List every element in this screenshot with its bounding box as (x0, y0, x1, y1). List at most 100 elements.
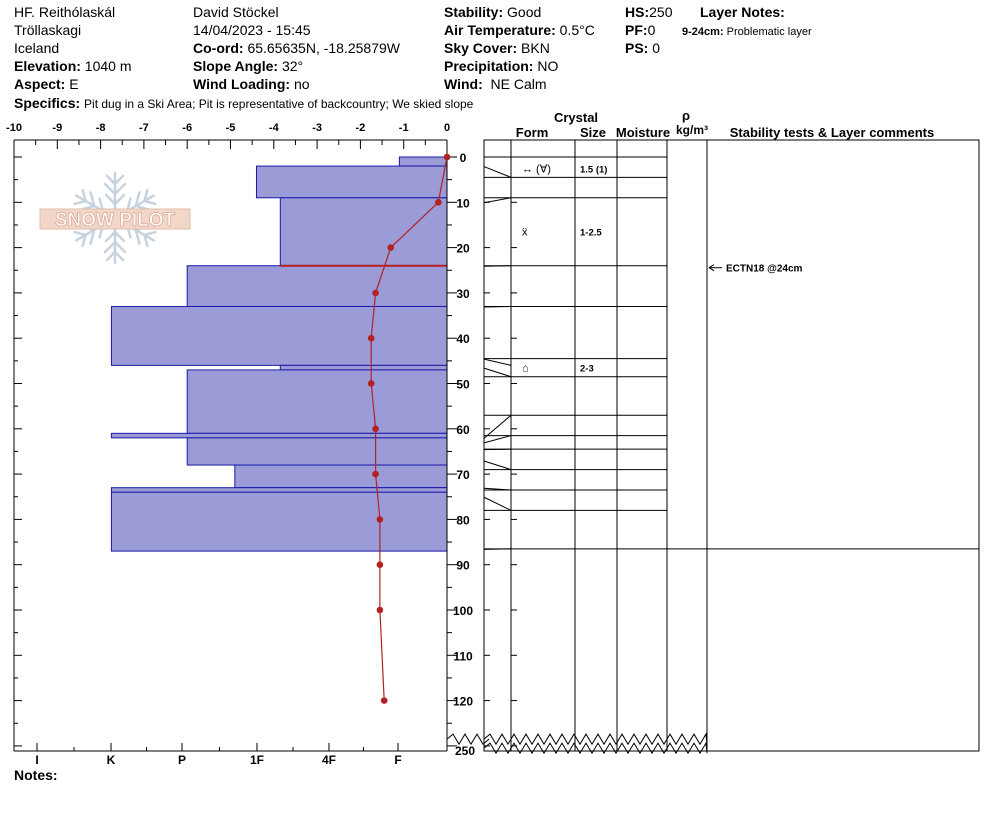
hs-label: HS: (625, 4, 650, 20)
layer-connector-skew (483, 367, 512, 378)
elevation: Elevation: 1040 m (14, 58, 132, 74)
layer-connector-skew (483, 548, 512, 550)
aspect-label: Aspect: (14, 76, 66, 92)
temperature-tick-label: 0 (444, 122, 450, 134)
depth-tick-label: 80 (456, 513, 470, 527)
layer-connector-skew (483, 358, 512, 366)
crystal-size-text: 2-3 (580, 364, 594, 375)
precip-label: Precipitation: (444, 58, 534, 74)
elevation-label: Elevation: (14, 58, 81, 74)
hardness-layer (110, 491, 448, 552)
temperature-point (372, 470, 379, 478)
slope-label: Slope Angle: (193, 58, 279, 74)
depth-tick-label: 70 (456, 468, 470, 482)
layer-notes-title: Layer Notes: (700, 4, 785, 20)
temperature-tick-label: -10 (6, 122, 22, 134)
slope-value: 32° (281, 58, 304, 74)
stability-test-label: ECTN18 @24cm (726, 264, 803, 275)
layer-note: 9-24cm: Problematic layer (682, 24, 812, 40)
layer-connector-skew (483, 166, 512, 178)
temperature-point (435, 199, 442, 206)
wind-value: NE Calm (490, 76, 547, 92)
temperature-point (376, 606, 384, 614)
hardness-layers (110, 156, 448, 552)
precipitation: Precipitation: NO (444, 58, 558, 74)
depth-tick-label: 110 (453, 649, 473, 663)
hardness-layer (398, 156, 448, 167)
hardness-tick-label: K (107, 753, 116, 767)
crystal-size-text: 1-2.5 (580, 228, 602, 239)
size-header: Size (580, 125, 606, 140)
layer-connector-skew (483, 197, 512, 204)
layer-connector-skew (483, 414, 512, 439)
temperature-tick-label: -6 (182, 122, 192, 134)
aspect: Aspect: E (14, 76, 79, 92)
slope-angle: Slope Angle: 32° (193, 58, 303, 74)
depth-tick-label: 60 (456, 423, 470, 437)
observer: David Stöckel (193, 4, 279, 20)
notes: Notes: (14, 767, 58, 783)
temperature-point (367, 380, 375, 387)
air-temperature: Air Temperature: 0.5°C (444, 22, 595, 38)
temperature-point (372, 289, 379, 297)
temperature-line (370, 156, 448, 701)
temperature-point (376, 561, 384, 568)
depth-bottom-label: 250 (455, 744, 475, 758)
layer-note-range: 9-24cm: (682, 26, 724, 38)
pf: PF:0 (625, 22, 655, 38)
depth-tick-label: 30 (456, 287, 470, 301)
temperature-tick-label: -2 (356, 122, 366, 134)
hardness-tick-label: P (178, 753, 186, 767)
temperature-point (443, 153, 451, 161)
moisture-header: Moisture (616, 125, 670, 140)
temperature-point (367, 334, 375, 342)
sky-label: Sky Cover: (444, 40, 518, 56)
sky-cover: Sky Cover: BKN (444, 40, 550, 56)
temperature-tick-label: -8 (96, 122, 106, 134)
location: HF. Reithólaskál (14, 4, 116, 20)
crystal-size-text: 1.5 (1) (580, 164, 607, 175)
stability-arrow-head (708, 264, 715, 272)
ps-label: PS: (625, 40, 649, 56)
hardness-layer (110, 487, 448, 493)
depth-tick-label: 10 (456, 196, 470, 210)
table-frame (483, 139, 980, 752)
air-temp-label: Air Temperature: (444, 22, 556, 38)
temperature-tick-label: -9 (52, 122, 62, 134)
specifics: Specifics: Pit dug in a Ski Area; Pit is… (14, 95, 473, 112)
stability-value: Good (507, 4, 542, 20)
break-marker-axis (446, 733, 490, 746)
hardness-tick-label: I (35, 753, 38, 767)
depth-tick-label: 120 (453, 695, 473, 709)
depth-tick-label: 100 (453, 604, 473, 618)
stability: Stability: Good (444, 4, 541, 20)
wind-loading-label: Wind Loading: (193, 76, 291, 92)
hardness-layer (279, 364, 448, 371)
crystal-form-text: ẍ (522, 227, 528, 239)
hardness-tick-label: 4F (322, 753, 336, 767)
layer-connector-skew (483, 265, 512, 267)
notes-label: Notes: (14, 767, 58, 783)
layer-table: ↔ (∀) 1.5 (1) ẍ 1-2.5 ⌂ 2-3 ECTN18 @24cm (446, 139, 980, 755)
country: Iceland (14, 40, 60, 56)
snowflake-icon (69, 171, 161, 265)
hardness-layer (279, 197, 448, 267)
temperature-point (372, 425, 379, 433)
layer-connector-skew (483, 460, 512, 471)
break-marker (483, 741, 708, 755)
depth-tick-label: 20 (456, 242, 470, 256)
depth-tick-label: 50 (456, 378, 470, 392)
coord-label: Co-ord: (193, 40, 244, 56)
coordinates: Co-ord: 65.65635N, -18.25879W (193, 40, 400, 56)
break-marker (483, 732, 708, 746)
crystal-form-text: ⌂ (522, 363, 529, 375)
hardness-layer (110, 305, 448, 366)
stability-label: Stability: (444, 4, 504, 20)
ps: PS: 0 (625, 40, 660, 56)
wind-loading-value: no (293, 76, 310, 92)
layer-connector-skew (483, 487, 512, 491)
hardness-layer (255, 165, 448, 199)
layer-connector-skew (483, 435, 512, 444)
snowpilot-logo: SNOW PILOT (39, 171, 191, 265)
